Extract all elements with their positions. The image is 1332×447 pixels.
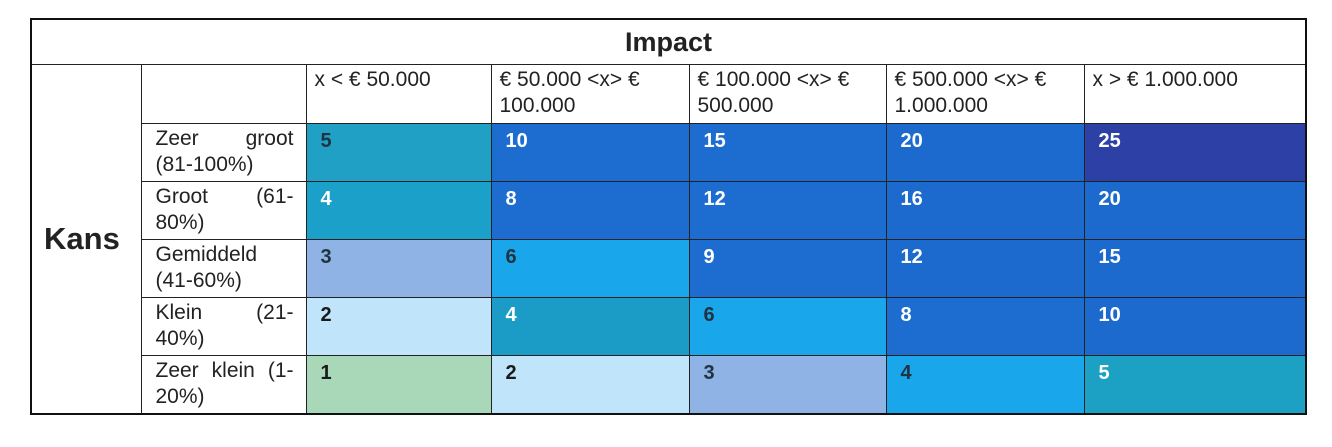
risk-matrix: Impact Kans x < € 50.000 € 50.000 <x> € 100… [30,18,1307,415]
row-label: Groot (61-80%) [140,181,307,240]
row-label: Zeer groot (81-100%) [140,123,307,182]
matrix-row: Groot (61-80%) 4 8 12 16 20 [31,181,1307,240]
row-group-label: Kans [30,64,142,415]
matrix-cell: 8 [885,297,1085,356]
matrix-cell: 6 [688,297,887,356]
matrix-cell: 9 [688,239,887,298]
matrix-cell: 2 [305,297,492,356]
header-row: Kans x < € 50.000 € 50.000 <x> € 100.000 € … [30,64,1307,415]
matrix-row: Zeer groot (81-100%) 5 10 15 20 25 [31,123,1307,182]
matrix-cell: 4 [490,297,690,356]
matrix-cell: 1 [305,355,492,415]
matrix-row: Klein (21-40%) 2 4 6 8 10 [31,297,1307,356]
column-header: € 100.000 <x> € 500.000 [688,64,887,124]
matrix-cell: 16 [885,181,1085,240]
matrix-cell: 10 [490,123,690,182]
empty-header [140,64,307,124]
matrix-cell: 20 [1083,181,1307,240]
matrix-cell: 3 [305,239,492,298]
title-row: Impact [30,18,1307,65]
column-header: x > € 1.000.000 [1083,64,1307,124]
matrix-cell: 2 [490,355,690,415]
matrix-cell: 4 [305,181,492,240]
matrix-cell: 25 [1083,123,1307,182]
matrix-cell: 6 [490,239,690,298]
matrix-row: Gemiddeld (41-60%) 3 6 9 12 15 [31,239,1307,298]
table: Impact Kans x < € 50.000 € 50.000 <x> € 100… [30,18,1307,415]
column-header: € 500.000 <x> € 1.000.000 [885,64,1085,124]
matrix-cell: 5 [305,123,492,182]
matrix-cell: 4 [885,355,1085,415]
matrix-cell: 12 [885,239,1085,298]
row-label: Klein (21-40%) [140,297,307,356]
matrix-cell: 12 [688,181,887,240]
row-label: Zeer klein (1-20%) [140,355,307,415]
matrix-cell: 8 [490,181,690,240]
matrix-cell: 3 [688,355,887,415]
matrix-cell: 5 [1083,355,1307,415]
matrix-cell: 15 [1083,239,1307,298]
column-header: € 50.000 <x> € 100.000 [490,64,690,124]
table-title: Impact [30,18,1307,65]
column-header: x < € 50.000 [305,64,492,124]
row-label: Gemiddeld (41-60%) [140,239,307,298]
matrix-cell: 10 [1083,297,1307,356]
matrix-row: Zeer klein (1-20%) 1 2 3 4 5 [31,355,1307,415]
matrix-cell: 15 [688,123,887,182]
matrix-cell: 20 [885,123,1085,182]
